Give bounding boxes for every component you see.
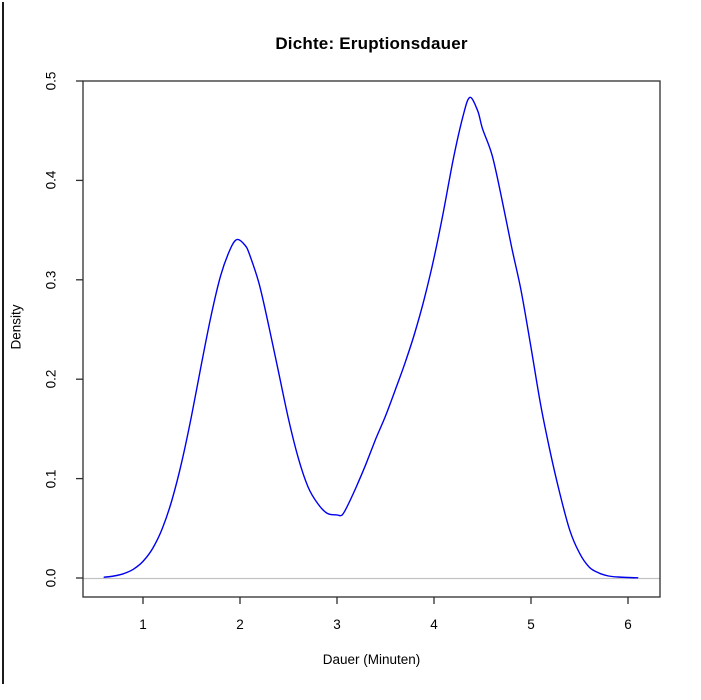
x-tick-label: 1: [139, 617, 147, 632]
x-tick-label: 4: [430, 617, 438, 632]
chart-title: Dichte: Eruptionsdauer: [275, 34, 468, 53]
plot-border: [82, 80, 661, 598]
density-curve: [103, 96, 639, 579]
y-tick-label-text: 0.0: [43, 568, 59, 588]
y-tick-label-text: 0.3: [43, 270, 59, 290]
x-axis-label: Dauer (Minuten): [322, 652, 421, 667]
window-left-edge: [2, 2, 4, 684]
x-tick-label: 6: [624, 617, 632, 632]
x-tick-label: 5: [527, 617, 535, 632]
x-tick-label: 3: [333, 617, 341, 632]
y-axis-label-text: Density: [8, 304, 24, 350]
y-tick-label-text: 0.1: [43, 469, 59, 488]
y-tick-label-text: 0.4: [43, 171, 59, 190]
y-tick-label-text: 0.2: [43, 369, 59, 389]
y-tick-label-text: 0.5: [43, 71, 59, 91]
x-tick-label: 2: [236, 617, 244, 632]
